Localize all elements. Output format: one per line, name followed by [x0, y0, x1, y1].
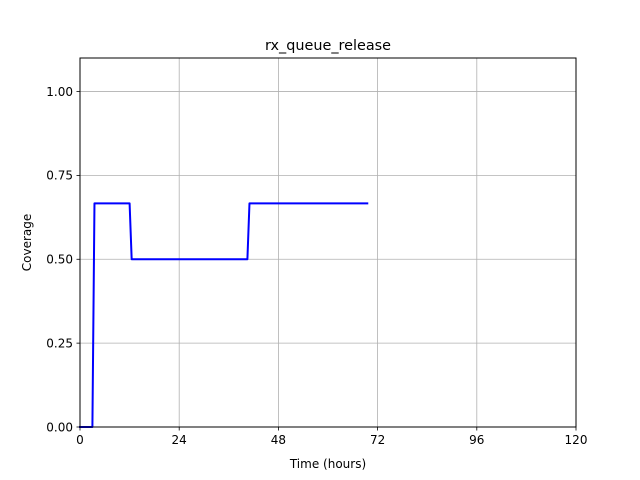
x-tick-label: 0: [76, 433, 84, 447]
x-tick-label: 24: [172, 433, 187, 447]
y-tick-label: 1.00: [46, 85, 73, 99]
chart-title: rx_queue_release: [265, 38, 391, 54]
x-tick-label: 96: [469, 433, 484, 447]
x-axis-label: Time (hours): [289, 457, 366, 471]
y-tick-label: 0.75: [46, 169, 73, 183]
coverage-series-line: [79, 202, 369, 428]
x-tick-label: 120: [565, 433, 588, 447]
y-axis-label: Coverage: [20, 214, 34, 272]
y-tick-label: 0.25: [46, 336, 73, 350]
series-layer: [79, 202, 369, 428]
y-tick-label: 0.50: [46, 253, 73, 267]
y-axis-ticks: 0.00 0.25 0.50 0.75 1.00: [46, 85, 80, 434]
plot-frame: [79, 57, 577, 428]
x-tick-label: 72: [370, 433, 385, 447]
y-tick-label: 0.00: [46, 420, 73, 434]
x-tick-label: 48: [271, 433, 286, 447]
x-axis-ticks: 0 24 48 72 96 120: [76, 427, 587, 447]
